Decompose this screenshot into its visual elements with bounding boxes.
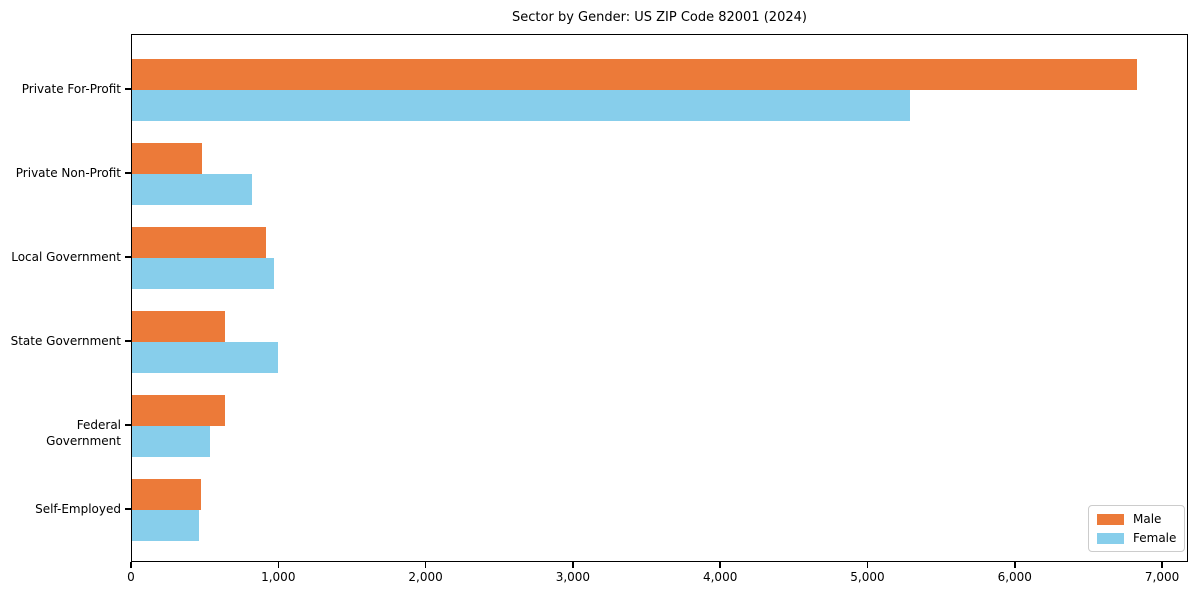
y-tick-mark — [125, 508, 131, 510]
bar-male-5 — [132, 479, 201, 510]
y-axis-category-label: Self-Employed — [35, 502, 121, 516]
bar-male-0 — [132, 59, 1137, 90]
bar-female-4 — [132, 426, 210, 457]
bar-male-4 — [132, 395, 225, 426]
x-tick-mark — [866, 562, 869, 568]
x-tick-mark — [572, 562, 574, 568]
chart-title: Sector by Gender: US ZIP Code 82001 (202… — [512, 10, 807, 25]
y-tick-mark — [125, 424, 131, 426]
legend-item-female: Female — [1097, 531, 1177, 545]
x-tick-label: 3,000 — [555, 570, 591, 584]
x-tick-mark — [719, 562, 721, 568]
y-axis-category-label: Private Non-Profit — [15, 166, 121, 180]
y-axis-category-label: State Government — [10, 334, 121, 348]
bar-male-3 — [132, 311, 225, 342]
bar-female-0 — [132, 90, 910, 121]
x-tick-label: 7,000 — [1144, 570, 1180, 584]
y-axis-category-label: Federal Government — [46, 418, 121, 448]
legend-swatch-female — [1097, 532, 1124, 544]
x-tick-label: 2,000 — [408, 570, 443, 584]
y-tick-mark — [125, 88, 131, 90]
bar-female-3 — [132, 342, 278, 373]
x-tick-mark — [424, 562, 427, 568]
x-tick-mark — [1014, 562, 1016, 568]
x-tick-label: 5,000 — [850, 570, 885, 584]
y-axis-category-label: Local Government — [11, 250, 121, 264]
legend-item-male: Male — [1097, 512, 1175, 526]
x-tick-label: 6,000 — [997, 570, 1032, 584]
plot-area — [131, 34, 1188, 562]
x-tick-mark — [1161, 562, 1163, 568]
x-tick-label: 0 — [127, 570, 135, 584]
x-tick-label: 1,000 — [261, 570, 296, 584]
x-tick-label: 4,000 — [702, 570, 738, 584]
legend-label: Female — [1133, 531, 1177, 545]
x-tick-mark — [277, 562, 280, 568]
y-tick-mark — [125, 172, 131, 174]
bar-male-1 — [132, 143, 202, 174]
x-tick-mark — [130, 562, 132, 568]
bar-female-5 — [132, 510, 199, 541]
legend-label: Male — [1133, 512, 1162, 526]
y-tick-mark — [125, 340, 131, 342]
y-tick-mark — [125, 256, 131, 258]
y-axis-category-label: Private For-Profit — [21, 82, 121, 96]
legend: Male Female — [1088, 505, 1185, 552]
legend-swatch-male — [1097, 513, 1124, 525]
bar-male-2 — [132, 227, 266, 258]
bar-female-2 — [132, 258, 274, 289]
bar-female-1 — [132, 174, 252, 205]
